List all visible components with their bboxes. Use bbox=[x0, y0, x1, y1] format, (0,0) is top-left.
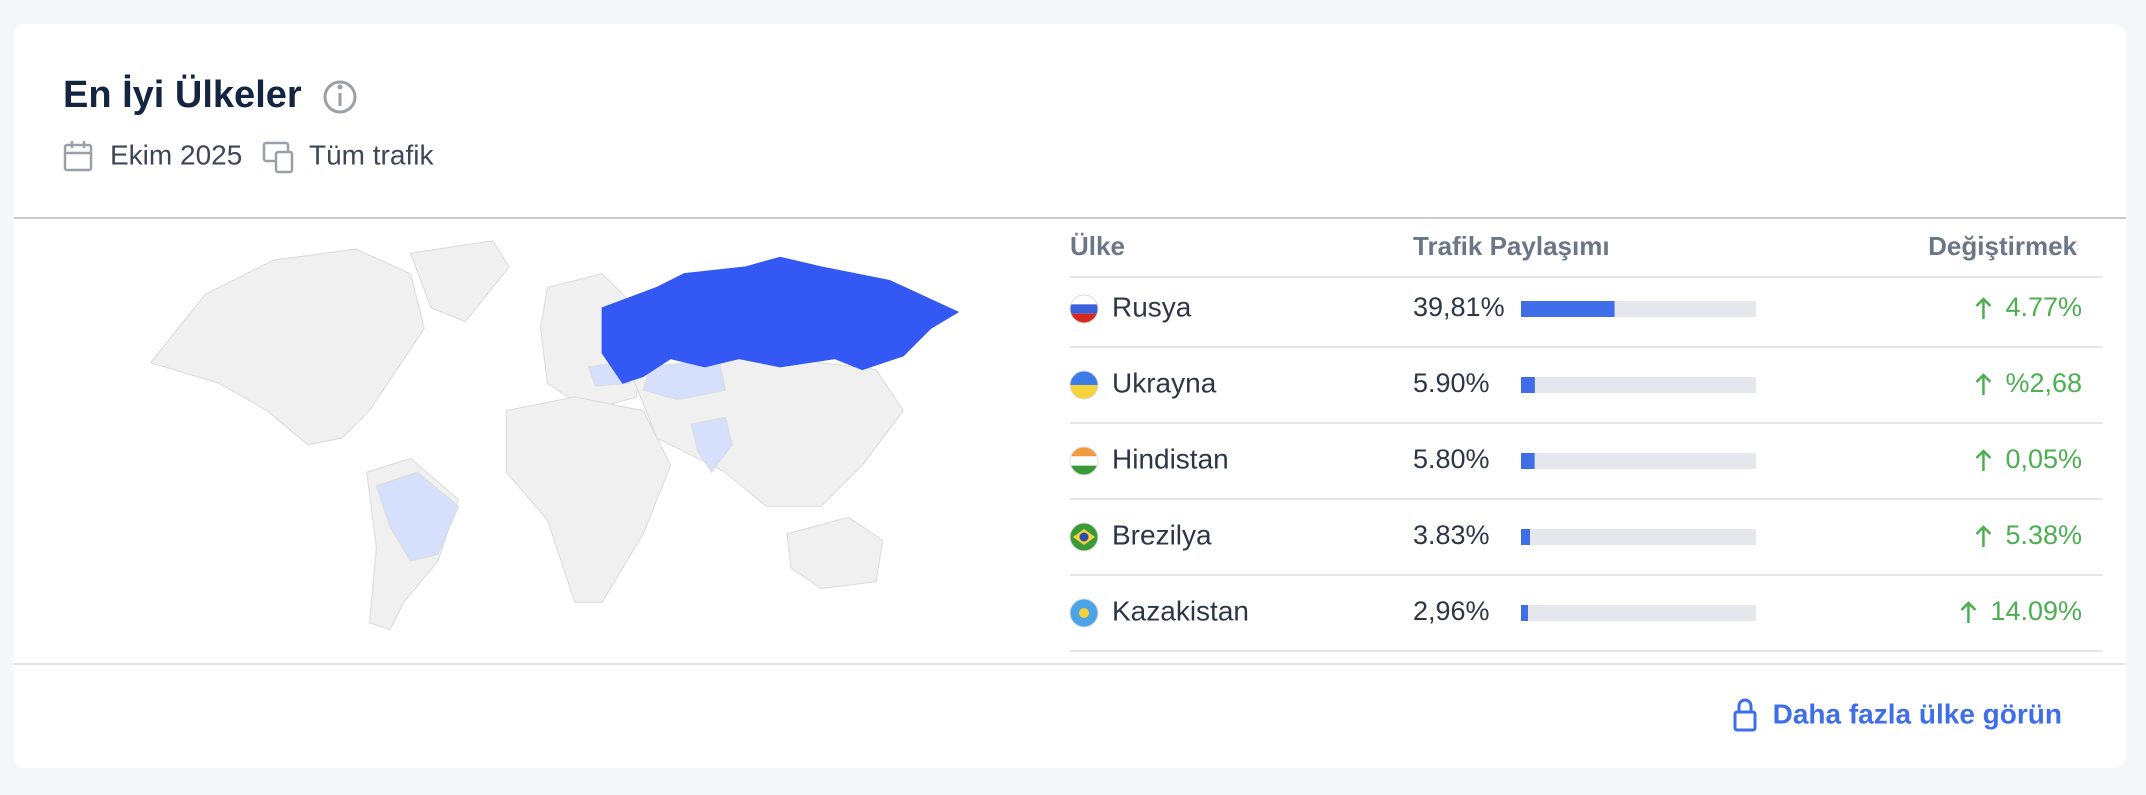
column-header: Değiştirmek bbox=[1928, 231, 2077, 261]
share-label: 39,81% bbox=[1413, 292, 1505, 322]
up-arrow bbox=[1960, 601, 1977, 623]
flag bbox=[1069, 294, 1099, 324]
share-bar bbox=[1521, 529, 1531, 545]
country-name: Brezilya bbox=[1112, 519, 1212, 550]
country-name: Hindistan bbox=[1112, 443, 1229, 474]
country-table: Ülke Trafik Paylaşımı Değiştirmek Rusya 39,8… bbox=[1069, 231, 2102, 652]
change-value: 5.38% bbox=[2005, 520, 2082, 550]
share-bar bbox=[1521, 377, 1535, 393]
share-track bbox=[1521, 453, 1756, 469]
traffic: Tüm trafik bbox=[309, 139, 434, 170]
flag-border bbox=[1069, 446, 1099, 476]
flag bbox=[1069, 598, 1099, 628]
flag-globe bbox=[1079, 532, 1089, 542]
share-bar bbox=[1521, 453, 1535, 469]
share-label: 2,96% bbox=[1413, 596, 1490, 626]
change-value: 4.77% bbox=[2005, 292, 2082, 322]
share-track bbox=[1521, 377, 1756, 393]
flag-stripe bbox=[1070, 385, 1098, 399]
share-label: 5.90% bbox=[1413, 368, 1490, 398]
flag-border bbox=[1069, 522, 1099, 552]
flag-fill bbox=[1070, 371, 1098, 399]
world-map bbox=[149, 240, 960, 631]
flag-stripe bbox=[1070, 465, 1098, 475]
column-header: Trafik Paylaşımı bbox=[1413, 231, 1610, 261]
lock-icon bbox=[1733, 698, 1757, 732]
flag bbox=[1069, 522, 1099, 552]
flag-fill bbox=[1070, 295, 1098, 323]
flag-stripe bbox=[1070, 295, 1098, 305]
flag-sun bbox=[1079, 608, 1089, 618]
flag bbox=[1069, 446, 1099, 476]
share-bar bbox=[1521, 605, 1528, 621]
share-track bbox=[1521, 605, 1756, 621]
period: Ekim 2025 bbox=[110, 139, 242, 170]
share-label: 3.83% bbox=[1413, 520, 1490, 550]
up-arrow bbox=[1975, 525, 1992, 547]
share-bar bbox=[1521, 301, 1615, 317]
share-track bbox=[1521, 529, 1756, 545]
title: En İyi Ülkeler bbox=[63, 73, 302, 116]
device-icon bbox=[262, 141, 294, 174]
change-value: 0,05% bbox=[2005, 444, 2082, 474]
country-name: Kazakistan bbox=[1112, 595, 1249, 626]
flag-border bbox=[1069, 370, 1099, 400]
more-link-text[interactable]: Daha fazla ülke görün bbox=[1773, 698, 2062, 729]
up-arrow bbox=[1975, 297, 1992, 319]
calendar-icon bbox=[63, 141, 93, 172]
flag-stripe bbox=[1070, 456, 1098, 466]
flag-stripe bbox=[1070, 371, 1098, 385]
country-name: Ukrayna bbox=[1112, 367, 1217, 398]
flag-stripe bbox=[1070, 304, 1098, 314]
change-value: 14.09% bbox=[1990, 596, 2082, 626]
column-header: Ülke bbox=[1070, 231, 1125, 261]
info-icon[interactable] bbox=[323, 80, 357, 114]
flag bbox=[1069, 370, 1099, 400]
card bbox=[14, 24, 2126, 768]
share-label: 5.80% bbox=[1413, 444, 1490, 474]
flag-border bbox=[1069, 598, 1099, 628]
country-name: Rusya bbox=[1112, 291, 1192, 322]
flag-border bbox=[1069, 294, 1099, 324]
up-arrow bbox=[1975, 373, 1992, 395]
flag-stripe bbox=[1070, 447, 1098, 457]
more-link[interactable]: Daha fazla ülke görün bbox=[1733, 698, 2062, 732]
change-value: %2,68 bbox=[2005, 368, 2082, 398]
flag-fill bbox=[1070, 447, 1098, 475]
flag-stripe bbox=[1070, 313, 1098, 323]
up-arrow bbox=[1975, 449, 1992, 471]
